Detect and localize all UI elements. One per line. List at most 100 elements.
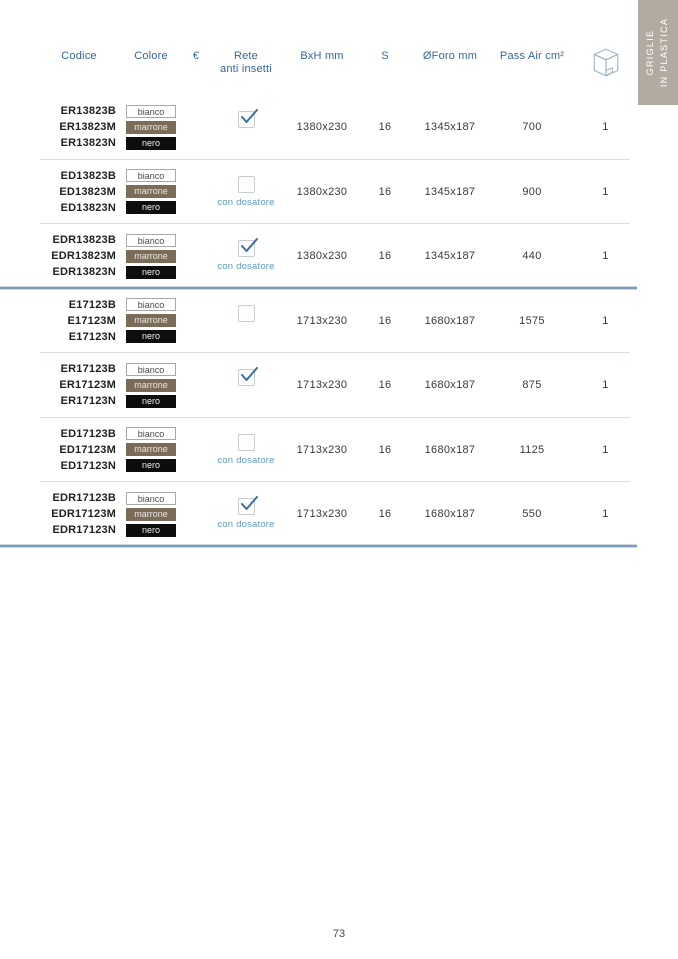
section-tab-griglie-in-plastica[interactable]: GRIGLIE IN PLASTICA: [638, 0, 678, 105]
header-euro: €: [192, 50, 200, 62]
color-swatch-marrone: marrone: [126, 378, 176, 392]
bxh-value: 1380x230: [296, 185, 348, 198]
rete-anti-insetti-checkbox[interactable]: [237, 175, 255, 193]
codice-cell: EDR17123B EDR17123M EDR17123N: [40, 490, 118, 538]
rete-anti-insetti-checkbox[interactable]: [237, 433, 255, 451]
qty-value: 1: [602, 379, 609, 392]
color-swatch-nero: nero: [126, 394, 176, 408]
oforo-value: 1680x187: [424, 508, 476, 521]
qty-value: 1: [602, 443, 609, 456]
product-table: Codice Colore € Rete anti insetti BxH mm…: [0, 40, 637, 547]
product-code-nero: ER13823N: [60, 137, 116, 150]
product-row-group: ER17123B ER17123M ER17123N bianco marron…: [40, 353, 637, 418]
row-divider: [40, 223, 630, 224]
bxh-value: 1713x230: [296, 508, 348, 521]
row-divider: [40, 158, 630, 160]
s-value: 16: [378, 443, 392, 456]
s-value: 16: [378, 121, 392, 134]
codice-cell: E17123B E17123M E17123N: [40, 297, 118, 345]
color-swatch-nero: nero: [126, 136, 176, 150]
table-header-row: Codice Colore € Rete anti insetti BxH mm…: [40, 40, 637, 95]
color-swatch-nero: nero: [126, 459, 176, 473]
header-colore: Colore: [134, 50, 168, 62]
header-rete-anti-insetti: Rete anti insetti: [220, 50, 272, 75]
color-swatch-nero: nero: [126, 201, 176, 215]
bxh-value: 1380x230: [296, 121, 348, 134]
s-value: 16: [378, 508, 392, 521]
product-code-bianco: ER17123B: [60, 363, 116, 376]
product-code-bianco: EDR13823B: [52, 234, 116, 247]
color-swatch-marrone: marrone: [126, 314, 176, 328]
codice-cell: EDR13823B EDR13823M EDR13823N: [40, 232, 118, 280]
bxh-value: 1380x230: [296, 250, 348, 263]
section-tab-label: GRIGLIE IN PLASTICA: [638, 0, 678, 105]
section-tab-line1: GRIGLIE: [645, 29, 656, 76]
product-code-bianco: ED17123B: [60, 427, 116, 440]
product-code-bianco: ER13823B: [60, 105, 116, 118]
product-code-bianco: ED13823B: [60, 169, 116, 182]
codice-cell: ED13823B ED13823M ED13823N: [40, 168, 118, 216]
qty-value: 1: [602, 250, 609, 263]
checkmark-icon: [240, 367, 258, 382]
passair-value: 440: [522, 250, 542, 263]
color-swatch-nero: nero: [126, 523, 176, 537]
bxh-value: 1713x230: [296, 379, 348, 392]
rete-cell: con dosatore: [208, 175, 284, 208]
product-code-nero: EDR13823N: [52, 266, 116, 279]
rete-cell: con dosatore: [208, 304, 284, 337]
rete-cell: con dosatore: [208, 367, 284, 401]
color-swatch-bianco: bianco: [126, 233, 176, 247]
color-swatch-bianco: bianco: [126, 298, 176, 312]
product-code-marrone: ED17123M: [59, 443, 116, 456]
colore-cell: bianco marrone nero: [118, 298, 184, 344]
row-divider: [0, 544, 637, 547]
oforo-value: 1345x187: [424, 185, 476, 198]
con-dosatore-label: con dosatore: [217, 454, 275, 466]
product-code-marrone: EDR13823M: [51, 250, 116, 263]
row-divider: [40, 416, 630, 418]
rete-anti-insetti-checkbox[interactable]: [237, 367, 258, 387]
product-row-group: EDR13823B EDR13823M EDR13823N bianco mar…: [0, 224, 637, 289]
checkmark-icon: [240, 238, 258, 253]
product-code-nero: ED13823N: [60, 201, 116, 214]
color-swatch-nero: nero: [126, 330, 176, 344]
rete-cell: con dosatore: [208, 238, 284, 273]
qty-value: 1: [602, 314, 609, 327]
rete-anti-insetti-checkbox[interactable]: [237, 109, 258, 129]
rete-anti-insetti-checkbox[interactable]: [237, 496, 258, 516]
product-code-bianco: EDR17123B: [52, 492, 116, 505]
color-swatch-marrone: marrone: [126, 185, 176, 199]
bxh-value: 1713x230: [296, 443, 348, 456]
con-dosatore-label: con dosatore: [217, 261, 275, 273]
rete-cell: con dosatore: [208, 109, 284, 143]
oforo-value: 1345x187: [424, 250, 476, 263]
table-body: ER13823B ER13823M ER13823N bianco marron…: [0, 95, 637, 547]
rete-anti-insetti-checkbox[interactable]: [237, 304, 255, 322]
product-code-nero: E17123N: [68, 330, 116, 343]
product-code-nero: EDR17123N: [52, 524, 116, 537]
codice-cell: ER17123B ER17123M ER17123N: [40, 361, 118, 409]
header-passair: Pass Air cm²: [499, 50, 565, 62]
codice-cell: ED17123B ED17123M ED17123N: [40, 426, 118, 474]
qty-value: 1: [602, 508, 609, 521]
color-swatch-nero: nero: [126, 265, 176, 279]
bxh-value: 1713x230: [296, 314, 348, 327]
header-bxh: BxH mm: [300, 50, 344, 62]
color-swatch-bianco: bianco: [126, 362, 176, 376]
row-divider: [40, 352, 630, 353]
product-row-group: EDR17123B EDR17123M EDR17123N bianco mar…: [0, 482, 637, 547]
s-value: 16: [378, 314, 392, 327]
color-swatch-marrone: marrone: [126, 507, 176, 521]
product-code-marrone: ER17123M: [59, 379, 116, 392]
product-row-group: ED17123B ED17123M ED17123N bianco marron…: [40, 418, 637, 482]
checkmark-icon: [240, 109, 258, 124]
section-tab-line2: IN PLASTICA: [659, 17, 669, 88]
con-dosatore-label: con dosatore: [217, 519, 275, 531]
color-swatch-bianco: bianco: [126, 491, 176, 505]
product-code-marrone: EDR17123M: [51, 508, 116, 521]
color-swatch-bianco: bianco: [126, 169, 176, 183]
rete-anti-insetti-checkbox[interactable]: [237, 238, 258, 258]
product-row-group: ED13823B ED13823M ED13823N bianco marron…: [40, 160, 637, 224]
product-row-group: E17123B E17123M E17123N bianco marrone n…: [40, 289, 637, 353]
s-value: 16: [378, 379, 392, 392]
